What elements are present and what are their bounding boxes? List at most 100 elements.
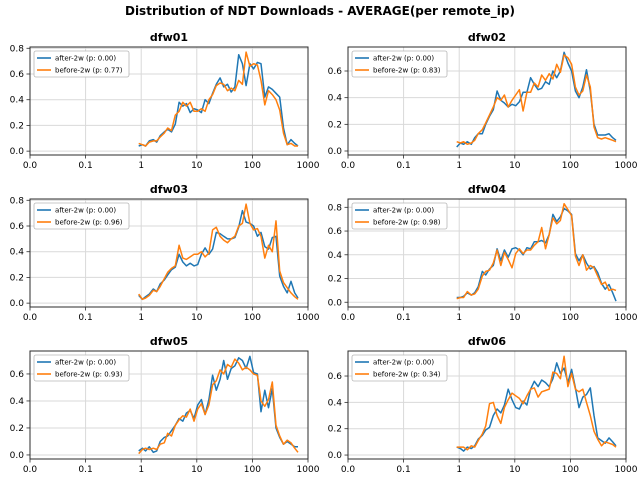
svg-text:1000: 1000 [297, 313, 320, 323]
svg-text:0.0: 0.0 [341, 161, 356, 171]
legend-label-after-2w: after-2w (p: 0.00) [373, 359, 434, 367]
svg-text:1: 1 [456, 465, 462, 475]
y-axis-ticks [344, 206, 348, 303]
line-after-2w [138, 355, 298, 454]
svg-text:0.1: 0.1 [78, 465, 92, 475]
svg-text:0.0: 0.0 [10, 451, 25, 461]
subplot-dfw03: 0.0 0.1 1 10 100 1000 0.0 0.2 0.4 0.6 0.8 dfw03 af… [10, 183, 320, 323]
y-axis-labels: 0.0 0.2 0.4 0.6 [328, 372, 343, 461]
svg-text:10: 10 [191, 313, 203, 323]
svg-text:0.0: 0.0 [10, 147, 25, 157]
svg-text:1: 1 [138, 465, 144, 475]
svg-text:0.4: 0.4 [328, 398, 343, 408]
svg-text:0.1: 0.1 [78, 161, 92, 171]
y-axis-labels: 0.0 0.2 0.4 0.6 0.8 [10, 196, 25, 309]
subplot-dfw01: 0.0 0.1 1 10 100 1000 0.0 0.2 0.4 0.6 0.8 dfw01 af… [10, 31, 320, 171]
x-axis-ticks [29, 307, 309, 311]
line-before-2w [456, 54, 617, 146]
y-axis-ticks [26, 47, 30, 152]
svg-text:0.8: 0.8 [10, 44, 25, 54]
plot-area: 0.0 0.1 1 10 100 1000 0.0 0.2 0.4 0.6 [10, 350, 320, 475]
x-axis-ticks [29, 155, 309, 159]
plot-area: 0.0 0.1 1 10 100 1000 0.0 0.2 0.4 0.6 [328, 350, 638, 475]
plot-area: 0.0 0.1 1 10 100 1000 0.0 0.2 0.4 0.6 [328, 46, 638, 171]
subplot-dfw06: 0.0 0.1 1 10 100 1000 0.0 0.2 0.4 0.6 dfw06 after… [328, 335, 638, 475]
svg-text:100: 100 [562, 313, 579, 323]
x-axis-labels: 0.0 0.1 1 10 100 1000 [23, 313, 320, 323]
legend-box [33, 202, 130, 230]
legend-box [351, 202, 448, 230]
svg-text:0.0: 0.0 [23, 465, 38, 475]
svg-text:0.2: 0.2 [10, 121, 24, 131]
svg-text:100: 100 [562, 465, 579, 475]
legend-box [33, 50, 130, 78]
legend: after-2w (p: 0.00) before-2w (p: 0.34) [351, 354, 448, 382]
svg-text:1000: 1000 [615, 313, 638, 323]
y-axis-labels: 0.0 0.2 0.4 0.6 [328, 67, 343, 157]
svg-text:0.0: 0.0 [328, 147, 343, 157]
svg-text:0.0: 0.0 [23, 161, 38, 171]
svg-text:1000: 1000 [615, 465, 638, 475]
x-axis-labels: 0.0 0.1 1 10 100 1000 [23, 161, 320, 171]
legend-box [33, 354, 130, 382]
svg-text:10: 10 [191, 465, 203, 475]
x-axis-ticks [347, 459, 627, 463]
legend: after-2w (p: 0.00) before-2w (p: 0.96) [33, 202, 130, 230]
svg-text:1000: 1000 [615, 161, 638, 171]
svg-text:0.4: 0.4 [328, 94, 343, 104]
legend-label-after-2w: after-2w (p: 0.00) [55, 359, 116, 367]
svg-text:10: 10 [509, 313, 521, 323]
svg-text:0.6: 0.6 [10, 70, 25, 80]
subplot-title: dfw02 [468, 31, 506, 44]
legend: after-2w (p: 0.00) before-2w (p: 0.77) [33, 50, 130, 78]
svg-text:0.0: 0.0 [328, 451, 343, 461]
plot-area: 0.0 0.1 1 10 100 1000 0.0 0.2 0.4 0.6 0.8 [10, 44, 320, 171]
x-axis-labels: 0.0 0.1 1 10 100 1000 [341, 313, 638, 323]
y-axis-labels: 0.0 0.2 0.4 0.6 0.8 [10, 44, 25, 157]
svg-text:0.2: 0.2 [328, 120, 342, 130]
y-axis-labels: 0.0 0.2 0.4 0.6 [10, 370, 25, 461]
svg-text:10: 10 [509, 161, 521, 171]
line-after-2w [138, 209, 299, 301]
plot-area: 0.0 0.1 1 10 100 1000 0.0 0.2 0.4 0.6 0.8 [10, 196, 320, 323]
svg-text:100: 100 [562, 161, 579, 171]
svg-text:1000: 1000 [297, 465, 320, 475]
svg-text:0.4: 0.4 [10, 248, 25, 258]
subplot-title: dfw04 [468, 183, 506, 196]
legend-label-after-2w: after-2w (p: 0.00) [55, 55, 116, 63]
subplot-dfw04: 0.0 0.1 1 10 100 1000 0.0 0.2 0.4 0.6 0.8 dfw04 af… [328, 183, 638, 323]
axes-spines [29, 350, 309, 460]
subplot-dfw02: 0.0 0.1 1 10 100 1000 0.0 0.2 0.4 0.6 dfw02 after… [328, 31, 638, 171]
x-axis-ticks [347, 307, 627, 311]
legend-label-before-2w: before-2w (p: 0.77) [55, 67, 123, 75]
line-before-2w [138, 51, 298, 147]
x-axis-ticks [29, 459, 309, 463]
line-before-2w [456, 202, 617, 300]
line-after-2w [456, 207, 617, 302]
legend-label-after-2w: after-2w (p: 0.00) [55, 207, 116, 215]
svg-text:100: 100 [244, 161, 261, 171]
x-axis-labels: 0.0 0.1 1 10 100 1000 [341, 161, 638, 171]
svg-text:0.0: 0.0 [341, 465, 356, 475]
svg-text:0.1: 0.1 [78, 313, 92, 323]
y-axis-ticks [26, 373, 30, 456]
axes-spines [29, 198, 309, 308]
y-axis-ticks [344, 375, 348, 456]
subplot-dfw05: 0.0 0.1 1 10 100 1000 0.0 0.2 0.4 0.6 dfw05 after… [10, 335, 320, 475]
figure-title: Distribution of NDT Downloads - AVERAGE(… [124, 4, 515, 18]
legend: after-2w (p: 0.00) before-2w (p: 0.93) [33, 354, 130, 382]
line-before-2w [138, 203, 299, 301]
axes-spines [347, 198, 627, 308]
line-before-2w [456, 355, 617, 451]
svg-text:1: 1 [138, 161, 144, 171]
svg-text:0.2: 0.2 [328, 425, 342, 435]
legend: after-2w (p: 0.00) before-2w (p: 0.83) [351, 50, 448, 78]
subplot-title: dfw01 [150, 31, 188, 44]
axes-spines [347, 350, 627, 460]
y-axis-ticks [344, 70, 348, 152]
x-axis-labels: 0.0 0.1 1 10 100 1000 [23, 465, 320, 475]
svg-text:0.6: 0.6 [10, 370, 25, 380]
svg-text:0.1: 0.1 [396, 465, 410, 475]
axes-spines [29, 46, 309, 156]
subplot-title: dfw05 [150, 335, 188, 348]
